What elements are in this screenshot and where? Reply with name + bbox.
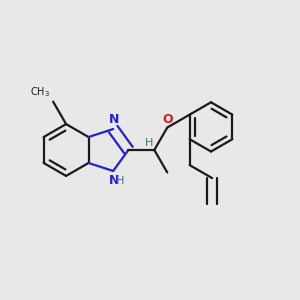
Text: H: H [145, 138, 153, 148]
Text: CH$_3$: CH$_3$ [30, 85, 50, 99]
Text: N: N [109, 112, 119, 125]
Text: N: N [109, 175, 119, 188]
Text: H: H [116, 176, 125, 186]
Text: O: O [163, 113, 173, 126]
